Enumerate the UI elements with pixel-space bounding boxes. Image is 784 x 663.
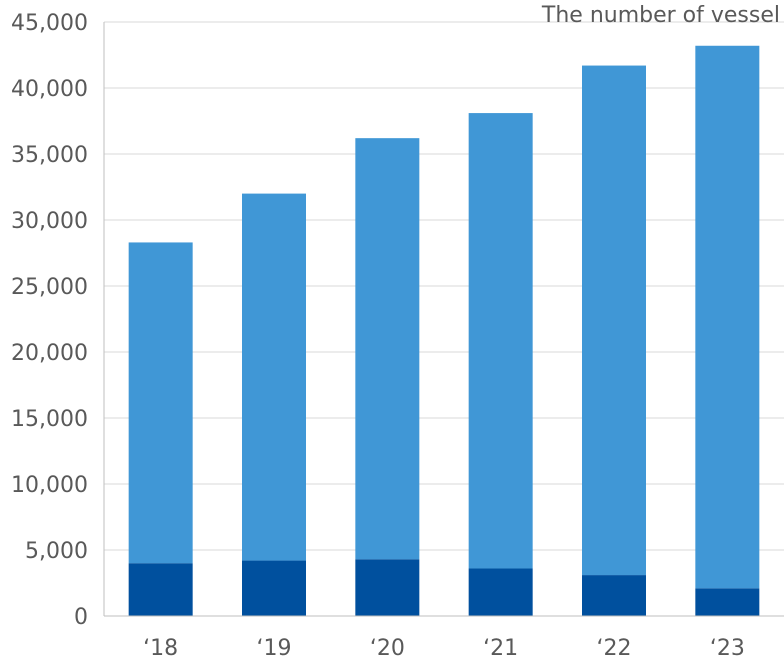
bars <box>128 45 760 616</box>
bar-segment-lower <box>582 575 646 616</box>
x-tick-label: ‘20 <box>370 636 405 658</box>
x-tick-label: ‘18 <box>143 636 178 658</box>
bar-segment-upper <box>582 65 646 576</box>
y-tick-label: 45,000 <box>11 11 88 36</box>
x-tick-label: ‘22 <box>597 636 632 658</box>
y-tick-label: 25,000 <box>11 275 88 300</box>
y-tick-label: 35,000 <box>11 143 88 168</box>
bar-segment-lower <box>695 588 760 616</box>
bar-segment-upper <box>468 113 533 569</box>
x-tick-labels: ‘18 ‘19 ‘20 ‘21 ‘22 ‘23 <box>143 636 745 661</box>
bar-segment-lower <box>468 568 533 616</box>
y-tick-label: 20,000 <box>11 341 88 366</box>
gridlines <box>104 21 784 551</box>
y-tick-label: 40,000 <box>11 77 88 102</box>
bar-segment-upper <box>355 138 420 560</box>
unit-label: The number of vessel <box>541 3 780 28</box>
y-tick-label: 30,000 <box>11 209 88 234</box>
bar-segment-upper <box>128 242 193 564</box>
x-tick-label: ‘21 <box>483 636 518 658</box>
y-tick-label: 0 <box>74 605 88 630</box>
bar-segment-lower <box>242 560 306 616</box>
bar-segment-upper <box>695 45 760 589</box>
y-tick-label: 15,000 <box>11 407 88 432</box>
bar-segment-lower <box>128 563 193 616</box>
x-tick-label: ‘23 <box>710 636 745 658</box>
bar-segment-upper <box>242 193 306 561</box>
y-tick-labels: 0 5,000 10,000 15,000 20,000 25,000 30,000 35,0… <box>11 11 88 630</box>
bar-segment-lower <box>355 559 420 616</box>
y-tick-label: 10,000 <box>11 473 88 498</box>
x-tick-label: ‘19 <box>257 636 292 658</box>
y-tick-label: 5,000 <box>25 539 88 564</box>
